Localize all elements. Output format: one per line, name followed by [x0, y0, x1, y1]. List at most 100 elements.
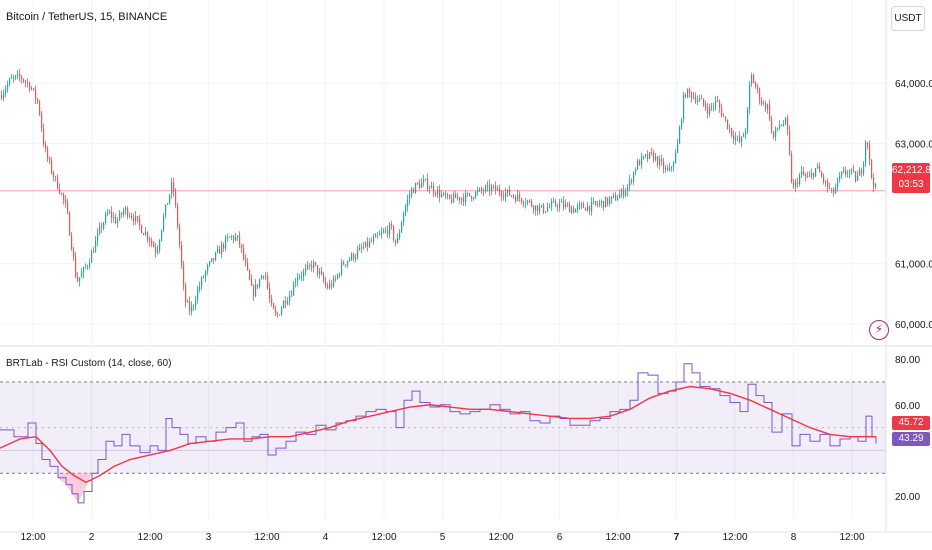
chart-title: Bitcoin / TetherUS, 15, BINANCE — [6, 11, 168, 23]
candle-body — [527, 200, 529, 204]
candle-body — [737, 136, 739, 138]
candle-body — [227, 237, 229, 239]
candle-body — [357, 250, 359, 257]
candle-body — [83, 267, 85, 273]
candle-body — [479, 188, 481, 191]
candle-body — [233, 235, 235, 241]
candle-body — [677, 143, 679, 154]
rsi-tick-label: 80.00 — [895, 355, 920, 366]
candle-body — [177, 205, 179, 227]
candle-body — [765, 103, 767, 110]
candle-body — [641, 156, 643, 166]
candle-body — [529, 200, 531, 202]
candle-body — [331, 283, 333, 287]
candle-body — [255, 284, 257, 296]
lightning-icon[interactable]: ⚡ — [869, 320, 889, 340]
candle-body — [209, 261, 211, 266]
candle-body — [427, 178, 429, 190]
time-tick-label: 12:00 — [20, 532, 45, 543]
candle-body — [185, 285, 187, 303]
candle-body — [463, 198, 465, 203]
candle-body — [443, 193, 445, 195]
candle-body — [217, 248, 219, 253]
candle-body — [9, 78, 11, 85]
candle-body — [753, 75, 755, 84]
candle-body — [369, 241, 371, 247]
candle-body — [703, 98, 705, 105]
candle-body — [365, 241, 367, 248]
candle-body — [845, 170, 847, 175]
candle-body — [195, 300, 197, 306]
candle-body — [855, 171, 857, 182]
candle-body — [839, 175, 841, 180]
candle-body — [87, 265, 89, 267]
candle-body — [349, 259, 351, 262]
candle-body — [651, 152, 653, 153]
candle-body — [793, 182, 795, 187]
candle-body — [253, 285, 255, 296]
candle-body — [539, 206, 541, 212]
candle-body — [563, 201, 565, 207]
candle-body — [77, 276, 79, 282]
candle-body — [819, 165, 821, 173]
candle-body — [301, 276, 303, 278]
candle-body — [799, 174, 801, 185]
candle-body — [595, 201, 597, 204]
candle-body — [81, 272, 83, 278]
candle-body — [1, 95, 3, 99]
candle-body — [307, 264, 309, 269]
candle-body — [203, 277, 205, 278]
candle-body — [285, 300, 287, 304]
candle-body — [661, 159, 663, 162]
candle-body — [375, 234, 377, 238]
candle-body — [729, 128, 731, 129]
candle-body — [841, 172, 843, 176]
candle-body — [219, 248, 221, 254]
candle-body — [103, 222, 105, 229]
time-tick-label: 12:00 — [722, 532, 747, 543]
candle-body — [421, 182, 423, 188]
candle-body — [429, 188, 431, 190]
candle-body — [525, 203, 527, 204]
candle-body — [805, 174, 807, 177]
candle-body — [107, 213, 109, 215]
rsi-tick-label: 20.00 — [895, 492, 920, 503]
time-tick-label: 5 — [440, 532, 446, 543]
candle-body — [747, 108, 749, 131]
candle-body — [495, 185, 497, 191]
candle-body — [663, 161, 665, 170]
candle-body — [169, 194, 171, 204]
candle-body — [439, 189, 441, 198]
candle-body — [395, 239, 397, 244]
candle-body — [411, 189, 413, 195]
candle-body — [327, 285, 329, 289]
currency-button[interactable]: USDT — [891, 6, 925, 31]
candle-body — [73, 249, 75, 257]
candle-body — [385, 230, 387, 232]
candle-body — [515, 196, 517, 202]
candle-body — [791, 153, 793, 183]
candle-body — [47, 148, 49, 159]
candle-body — [141, 225, 143, 234]
candle-body — [679, 127, 681, 144]
time-tick-label: 8 — [791, 532, 797, 543]
candle-body — [419, 183, 421, 188]
time-tick-label: 2 — [89, 532, 95, 543]
candle-body — [787, 118, 789, 131]
candle-body — [605, 197, 607, 208]
candle-body — [735, 137, 737, 140]
candle-body — [807, 176, 809, 178]
candle-body — [187, 301, 189, 303]
candle-body — [401, 222, 403, 233]
candle-body — [373, 237, 375, 242]
candle-body — [549, 206, 551, 208]
candle-body — [97, 232, 99, 241]
candle-body — [387, 230, 389, 235]
candle-body — [175, 191, 177, 206]
candle-body — [603, 201, 605, 208]
candle-body — [145, 232, 147, 235]
candle-body — [445, 193, 447, 197]
candle-body — [389, 223, 391, 235]
candle-body — [407, 199, 409, 207]
